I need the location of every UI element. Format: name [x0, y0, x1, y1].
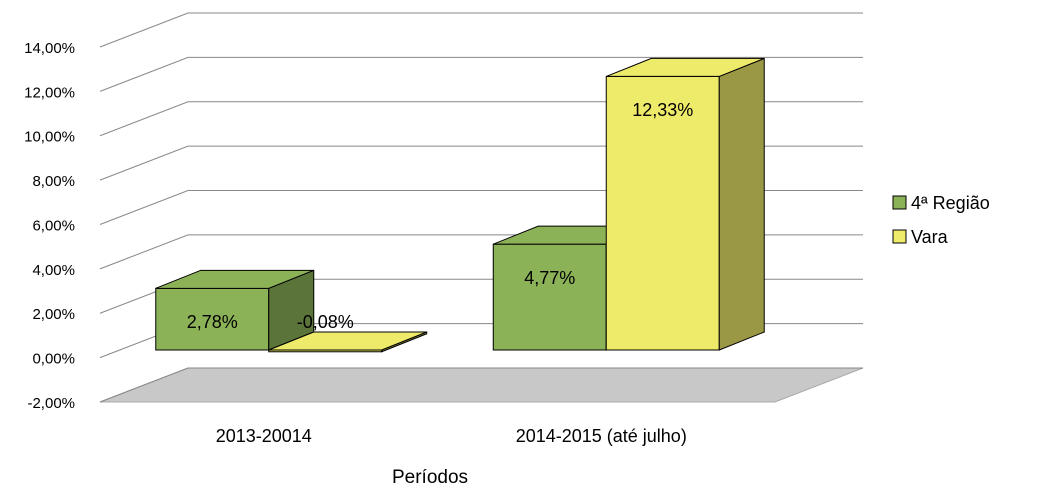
bar-side	[718, 57, 765, 351]
data-label: 4,77%	[524, 268, 575, 288]
x-tick-label: 2013-20014	[216, 426, 312, 446]
y-tick-label: 12,00%	[24, 84, 75, 101]
bar-top	[155, 269, 314, 289]
legend-swatch	[892, 195, 907, 210]
y-tick-label: -2,00%	[27, 395, 75, 412]
bar	[155, 269, 315, 351]
y-tick-label: 0,00%	[32, 351, 75, 368]
data-label: 2,78%	[187, 312, 238, 332]
x-tick-label: 2014-2015 (até julho)	[516, 426, 687, 446]
y-tick-label: 4,00%	[32, 262, 75, 279]
bar	[605, 57, 765, 351]
bar-top	[606, 57, 765, 77]
bar-front	[492, 243, 607, 351]
data-label: -0,08%	[297, 312, 354, 332]
y-tick-label: 14,00%	[24, 40, 75, 57]
grid-line	[99, 367, 863, 403]
data-label: 12,33%	[632, 100, 693, 120]
y-tick-label: 6,00%	[32, 217, 75, 234]
y-tick-label: 8,00%	[32, 173, 75, 190]
bar	[268, 331, 428, 353]
bar-front	[605, 75, 720, 351]
x-axis-title: Períodos	[392, 467, 468, 488]
grid-line	[99, 56, 863, 92]
grid-line	[99, 12, 863, 48]
floor	[99, 367, 864, 403]
bar-front	[155, 287, 270, 351]
y-tick-label: 2,00%	[32, 306, 75, 323]
bar-top	[268, 331, 427, 351]
y-tick-label: 10,00%	[24, 129, 75, 146]
legend-label: Vara	[911, 227, 949, 247]
legend-label: 4ª Região	[911, 193, 990, 213]
legend-swatch	[892, 229, 907, 244]
